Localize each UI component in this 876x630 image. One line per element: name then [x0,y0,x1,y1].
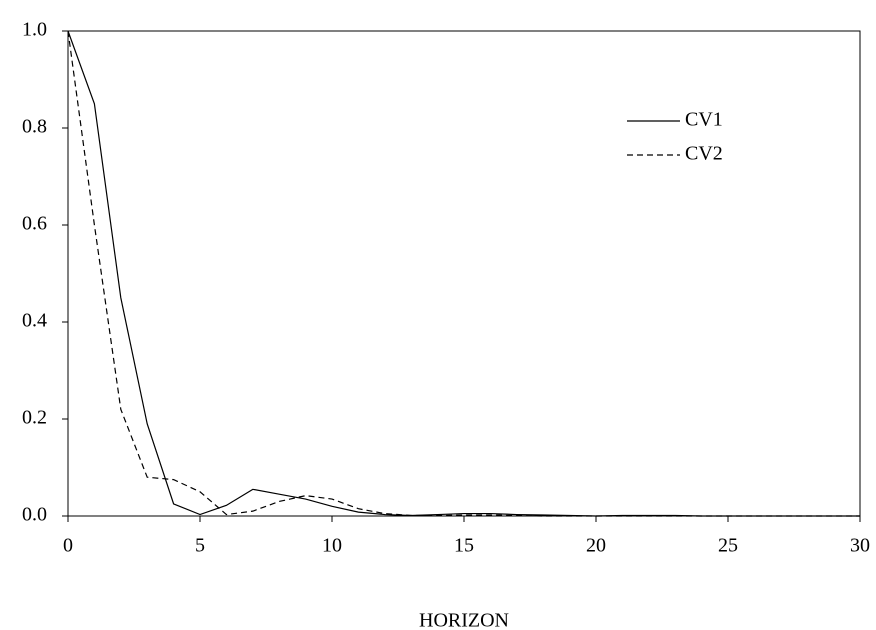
y-tick-label: 1.0 [22,19,47,41]
series-line [67,30,860,517]
x-tick-label: 0 [63,535,73,557]
x-tick-label: 10 [322,535,342,557]
legend-label: CV1 [685,109,723,131]
x-tick-label: 20 [586,535,606,557]
y-tick-label: 0.8 [22,116,47,138]
y-tick-label: 0.4 [22,310,47,332]
x-tick-label: 15 [454,535,474,557]
y-tick-label: 0.2 [22,407,47,429]
x-tick-label: 30 [850,535,870,557]
y-tick-label: 0.6 [22,213,47,235]
plot-frame [67,30,861,517]
legend-label: CV2 [685,143,723,165]
series-line [67,30,860,517]
y-tick-label: 0.0 [22,504,47,526]
x-tick-label: 5 [195,535,205,557]
x-tick-label: 25 [718,535,738,557]
x-axis-label: HORIZON [419,610,509,630]
